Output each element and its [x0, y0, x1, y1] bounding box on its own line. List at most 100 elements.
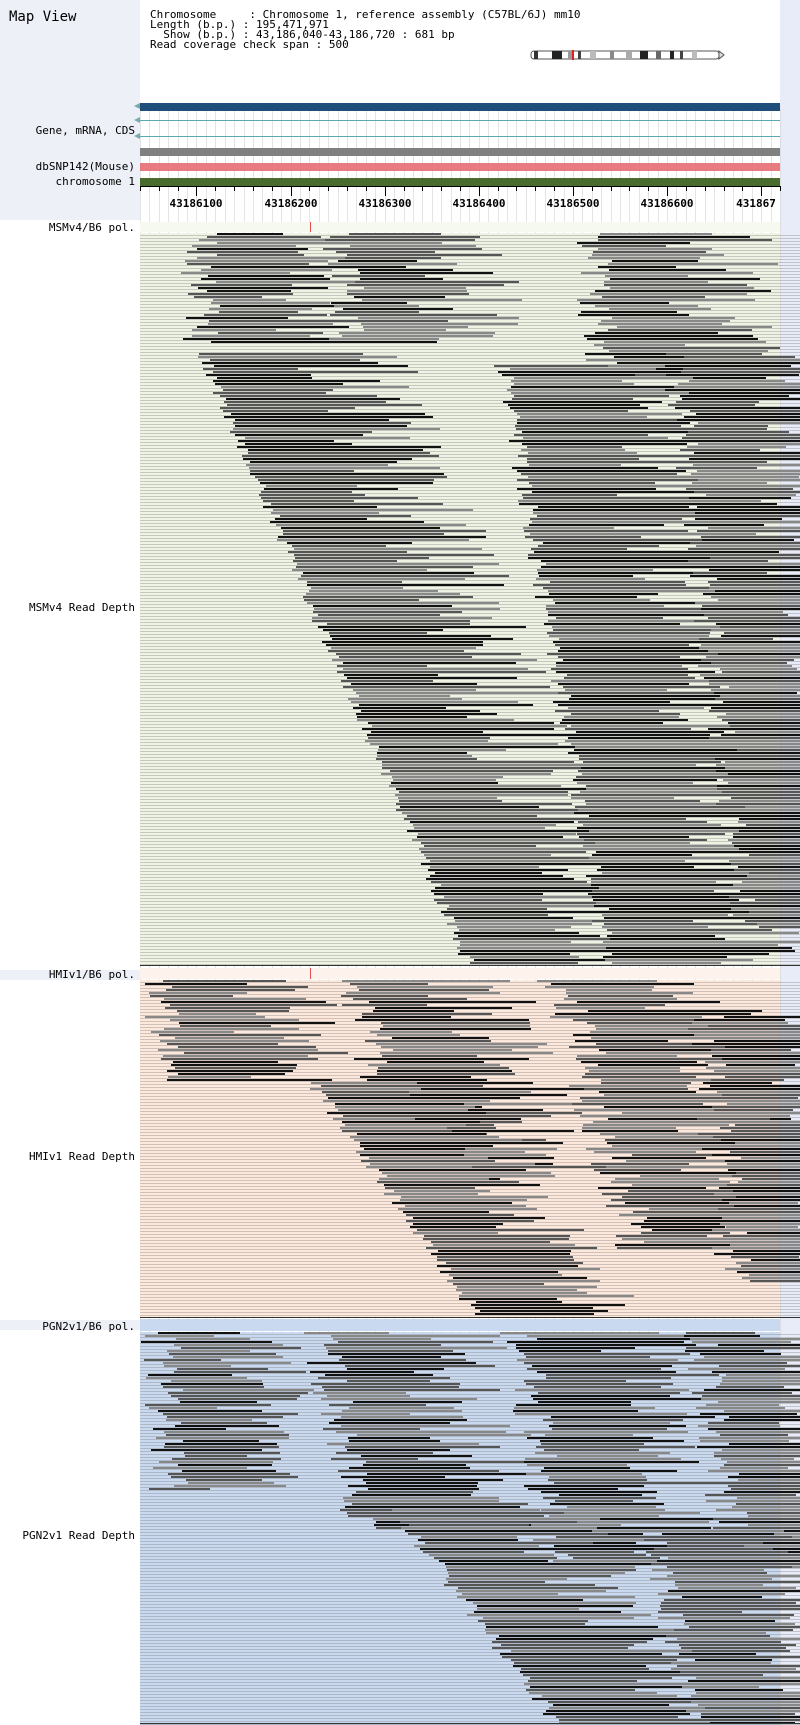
read [391, 782, 498, 784]
read-row-line [140, 1424, 800, 1425]
read [379, 1178, 489, 1180]
read [689, 458, 800, 460]
read [691, 551, 779, 553]
read [460, 950, 620, 952]
read [600, 233, 712, 235]
read [462, 1292, 587, 1294]
gene-bar[interactable] [140, 103, 780, 111]
chromosome-bar[interactable] [140, 178, 780, 186]
read [177, 1010, 289, 1012]
read [744, 887, 800, 889]
read [347, 1449, 450, 1451]
read [703, 593, 800, 595]
read [689, 1626, 800, 1628]
read [676, 401, 759, 403]
read [529, 464, 621, 466]
read [600, 1133, 774, 1135]
read [437, 1265, 578, 1267]
read [729, 896, 800, 898]
read-row-line [140, 1361, 800, 1362]
read [656, 1536, 792, 1538]
cds-line[interactable] [140, 136, 780, 137]
snp-mark[interactable] [310, 968, 311, 979]
read-row-line [140, 904, 800, 905]
read [441, 911, 600, 913]
read-row-line [140, 457, 800, 458]
read [668, 1590, 800, 1592]
read-row-line [140, 931, 800, 932]
read-row-line [140, 1634, 800, 1635]
read-row-line [140, 1279, 800, 1280]
read [712, 1482, 800, 1484]
read-row-line [140, 238, 800, 239]
read [168, 1473, 290, 1475]
read [270, 521, 424, 523]
read [598, 1064, 708, 1066]
read [690, 1338, 800, 1340]
chromosome-ideogram-icon[interactable] [530, 50, 725, 60]
read [428, 1166, 607, 1168]
track-divider [140, 1723, 800, 1724]
read-row-line [140, 1006, 800, 1007]
read [517, 479, 714, 481]
read [184, 1452, 280, 1454]
read [553, 1422, 670, 1424]
read [640, 1175, 754, 1177]
read-row-line [140, 541, 800, 542]
read-row-line [140, 1048, 800, 1049]
read [448, 1572, 625, 1574]
dbsnp-bar[interactable] [140, 163, 780, 171]
read-row-line [140, 1030, 800, 1031]
mrna-line[interactable] [140, 120, 780, 121]
read [564, 677, 695, 679]
read-row-line [140, 391, 800, 392]
read [243, 458, 412, 460]
read-row-line [140, 1222, 800, 1223]
read [604, 1094, 758, 1096]
read [558, 650, 713, 652]
read [739, 1473, 800, 1475]
read [694, 452, 800, 454]
ruler-tick-label: 43186100 [169, 197, 223, 210]
read [410, 1226, 496, 1228]
read [569, 1085, 687, 1087]
gray-feature-bar[interactable] [140, 148, 780, 156]
read [179, 1013, 256, 1015]
read [527, 1437, 653, 1439]
read-row-line [140, 1421, 800, 1422]
read [556, 1716, 678, 1718]
read [553, 701, 670, 703]
read [701, 1713, 795, 1715]
read [583, 1124, 729, 1126]
read-row-line [140, 1553, 800, 1554]
ruler-tick [535, 186, 536, 191]
read [523, 527, 614, 529]
read [665, 365, 791, 367]
read-row-line [140, 478, 800, 479]
read-row-line [140, 568, 800, 569]
read [682, 398, 800, 400]
read-row-line [140, 1090, 800, 1091]
read [602, 872, 756, 874]
span-label: Read coverage check span [150, 38, 309, 51]
read [470, 956, 579, 958]
read [604, 284, 747, 286]
read [354, 1139, 522, 1141]
read-row-line [140, 1039, 800, 1040]
read [514, 1407, 655, 1409]
read [573, 1557, 660, 1559]
read [652, 1569, 764, 1571]
read [175, 1067, 296, 1069]
snp-mark[interactable] [310, 222, 311, 232]
ruler-tick [441, 186, 442, 191]
ruler-tick [309, 186, 310, 191]
read-row-line [140, 1120, 800, 1121]
read [727, 1184, 800, 1186]
read [695, 602, 800, 604]
read-row-line [140, 1478, 800, 1479]
read [583, 845, 737, 847]
read [326, 644, 483, 646]
read [689, 497, 791, 499]
read [581, 1061, 697, 1063]
read [525, 1458, 681, 1460]
